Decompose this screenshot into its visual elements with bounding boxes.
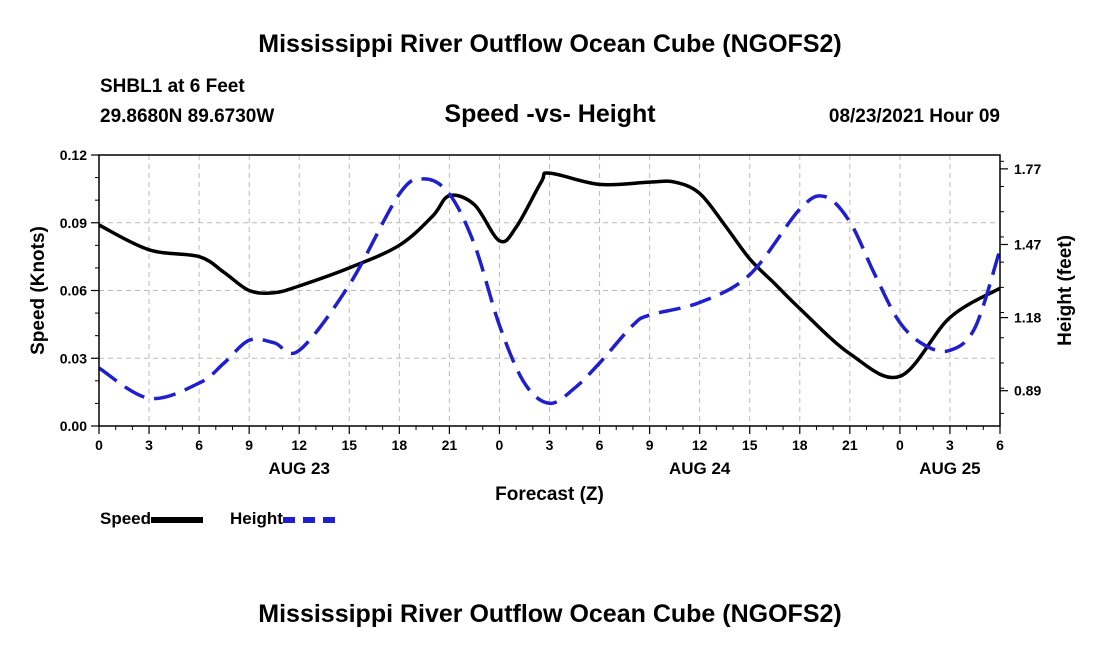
legend-height: Height: [230, 509, 335, 529]
y-tick-label: 0.00: [60, 418, 87, 434]
x-tick-label: 6: [195, 437, 203, 453]
y2-tick-label: 1.47: [1014, 236, 1041, 252]
date-label: 08/23/2021 Hour 09: [828, 106, 1000, 127]
y2-tick-label: 0.89: [1014, 383, 1041, 399]
x-tick-label: 15: [341, 437, 357, 453]
y2-tick-label: 1.77: [1014, 161, 1041, 177]
height-series-line: [98, 177, 1002, 406]
axis-ticks: [91, 154, 1008, 434]
legend-speed: Speed: [100, 509, 204, 529]
x-tick-label: 6: [996, 437, 1004, 453]
y2-axis-label: Height (feet): [1055, 235, 1076, 346]
coordinates-label: 29.8680N 89.6730W: [100, 106, 275, 127]
x-tick-label: 21: [442, 437, 458, 453]
x-tick-label: 3: [546, 437, 554, 453]
x-tick-label: 18: [392, 437, 408, 453]
axis-labels: 0 3 6 9 12 15 18 21 0 3 6 9 12 15 18 21 0 3 6 AUG 23 AUG 24 A…: [28, 147, 1076, 505]
y-tick-label: 0.09: [60, 215, 87, 231]
x-tick-label: 3: [946, 437, 954, 453]
footer-title: Mississippi River Outflow Ocean Cube (NG…: [258, 600, 842, 628]
day-label: AUG 24: [669, 459, 731, 478]
x-tick-label: 9: [646, 437, 654, 453]
x-tick-label: 12: [291, 437, 307, 453]
station-label: SHBL1 at 6 Feet: [100, 76, 245, 97]
legend-height-label: Height: [230, 509, 283, 528]
day-label: AUG 23: [269, 459, 330, 478]
day-label: AUG 25: [919, 459, 980, 478]
legend-speed-swatch: [151, 516, 204, 523]
x-tick-label: 3: [145, 437, 153, 453]
grid-lines: [99, 155, 1000, 426]
legend-height-swatch: [282, 516, 335, 523]
x-tick-label: 0: [95, 437, 103, 453]
y-tick-label: 0.03: [60, 350, 87, 366]
x-tick-label: 15: [742, 437, 758, 453]
x-tick-label: 18: [792, 437, 808, 453]
x-tick-label: 0: [496, 437, 504, 453]
x-tick-label: 12: [692, 437, 708, 453]
speed-series-line: [98, 171, 1001, 380]
x-tick-label: 9: [245, 437, 253, 453]
chart-title: Mississippi River Outflow Ocean Cube (NG…: [258, 30, 842, 58]
chart-subtitle: Speed -vs- Height: [444, 100, 656, 128]
x-tick-label: 6: [596, 437, 604, 453]
x-tick-label: 0: [896, 437, 904, 453]
y2-tick-label: 1.18: [1014, 310, 1041, 326]
y-tick-label: 0.12: [60, 147, 87, 163]
legend-speed-label: Speed: [100, 509, 152, 528]
y-axis-label: Speed (Knots): [28, 226, 49, 355]
x-tick-label: 21: [842, 437, 858, 453]
series-group: [98, 171, 1002, 406]
x-axis-label: Forecast (Z): [495, 484, 604, 505]
y-tick-label: 0.06: [60, 283, 87, 299]
